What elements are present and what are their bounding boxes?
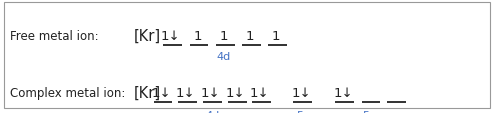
Text: 1↓: 1↓ [201,86,220,99]
Text: 1↓: 1↓ [225,86,245,99]
Text: 1: 1 [193,30,202,43]
Text: 1↓: 1↓ [176,86,196,99]
Text: 1↓: 1↓ [333,86,353,99]
Text: 1: 1 [219,30,228,43]
Text: 1↓: 1↓ [161,30,180,43]
Text: 5p: 5p [363,110,376,113]
Text: 1: 1 [272,30,281,43]
Text: 5s: 5s [296,110,309,113]
Text: [Kr]: [Kr] [133,85,161,100]
Text: 1↓: 1↓ [250,86,270,99]
Text: 4d: 4d [216,52,230,61]
Text: Complex metal ion:: Complex metal ion: [10,86,125,99]
Text: Free metal ion:: Free metal ion: [10,30,98,43]
Text: 1↓: 1↓ [291,86,311,99]
Text: 1: 1 [246,30,254,43]
Text: 1↓: 1↓ [151,86,171,99]
Text: 4d: 4d [206,110,219,113]
FancyBboxPatch shape [4,3,490,108]
Text: [Kr]: [Kr] [133,29,161,44]
